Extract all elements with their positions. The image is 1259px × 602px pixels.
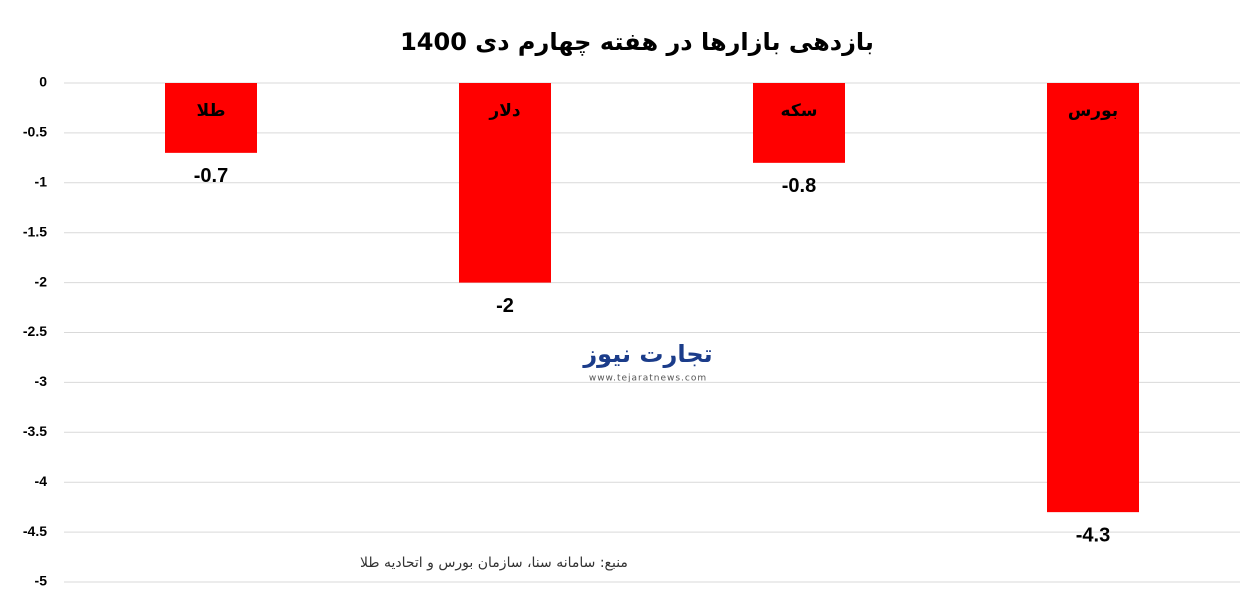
y-tick-label: -3.5 [23, 423, 47, 439]
value-label: -0.7 [194, 165, 228, 187]
y-tick-label: -5 [35, 573, 48, 589]
y-tick-label: 0 [39, 74, 47, 90]
value-label: -0.8 [782, 175, 816, 197]
watermark-name: تجارت نیوز [582, 340, 712, 368]
category-label: بورس [1068, 101, 1118, 121]
category-label: طلا [197, 101, 226, 121]
y-tick-label: -1.5 [23, 223, 47, 239]
y-tick-label: -4 [35, 473, 48, 489]
value-label: -2 [496, 295, 514, 317]
y-tick-label: -1 [35, 174, 48, 190]
bar [459, 83, 551, 283]
bar [753, 83, 845, 163]
y-tick-label: -4.5 [23, 523, 47, 539]
y-tick-label: -2.5 [23, 323, 47, 339]
y-tick-label: -2 [35, 273, 48, 289]
bar [1047, 83, 1139, 513]
y-tick-label: -3 [35, 373, 48, 389]
source-note: منبع: سامانه سنا، سازمان بورس و اتحادیه … [360, 555, 628, 571]
value-label: -4.3 [1076, 524, 1110, 546]
chart-title: بازدهی بازارها در هفته چهارم دی 1400 [400, 28, 874, 56]
bar [165, 83, 257, 153]
watermark-url: www.tejaratnews.com [589, 374, 707, 384]
category-label: دلار [488, 101, 520, 121]
y-tick-label: -0.5 [23, 124, 47, 140]
category-label: سکه [781, 101, 818, 121]
